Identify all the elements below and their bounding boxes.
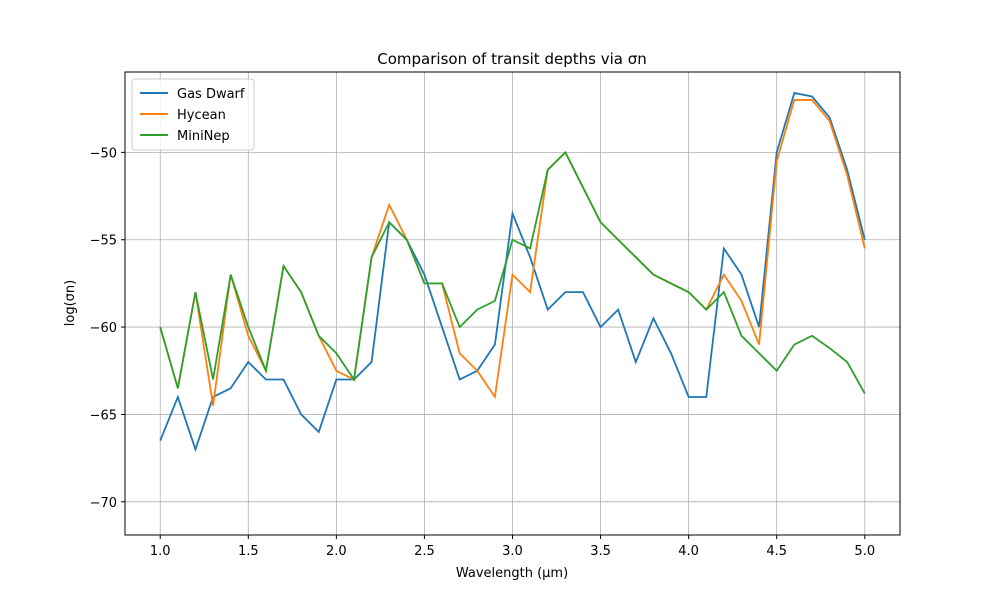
legend-label: Gas Dwarf (177, 87, 245, 102)
x-tick-label: 2.0 (326, 544, 347, 559)
y-tick-label: −65 (90, 408, 117, 423)
data-line (159, 150, 866, 394)
x-axis-label: Wavelength (μm) (456, 566, 568, 581)
data-line (159, 91, 866, 453)
x-tick-label: 5.0 (854, 544, 875, 559)
plot-frame (124, 71, 901, 536)
x-tick-label: 3.0 (502, 544, 523, 559)
x-tick-label: 1.0 (150, 544, 171, 559)
y-tick-label: −60 (90, 321, 117, 336)
y-axis-label: log(σn) (63, 280, 78, 326)
legend-box (131, 78, 255, 151)
chart-title: Comparison of transit depths via σn (377, 50, 646, 68)
x-tick-label: 4.5 (766, 544, 787, 559)
x-tick-label: 3.5 (590, 544, 611, 559)
legend-label: MiniNep (177, 129, 230, 144)
y-tick-label: −55 (90, 234, 117, 249)
legend: Gas Dwarf Hycean MiniNep (131, 78, 255, 151)
x-tick-label: 2.5 (414, 544, 435, 559)
y-tick-label: −70 (90, 496, 117, 511)
legend-label: Hycean (177, 108, 226, 123)
x-tick-label: 1.5 (238, 544, 259, 559)
x-tick-label: 4.0 (678, 544, 699, 559)
y-tick-label: −50 (90, 146, 117, 161)
